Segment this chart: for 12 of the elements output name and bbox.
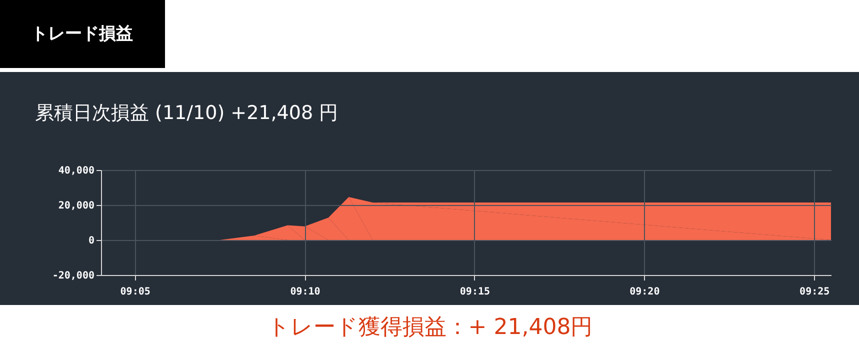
y-tick-label: 0 — [88, 236, 94, 246]
chart-title: トレード損益 — [31, 24, 133, 44]
x-tick-label: 09:15 — [460, 286, 490, 298]
x-tick-label: 09:10 — [290, 286, 320, 298]
y-tick-label: 20,000 — [58, 200, 94, 212]
text: トレード獲得損益：+ 21,408円 — [267, 315, 593, 340]
x-tick-label: 09:25 — [800, 286, 830, 298]
chart-subtitle: 累積日次損益 (11/10) +21,408 円 — [35, 102, 338, 124]
y-tick-label: 40,000 — [58, 166, 94, 176]
y-tick-label: -20,000 — [52, 270, 94, 282]
x-tick-label: 09:05 — [120, 286, 150, 298]
x-tick-label: 09:20 — [630, 286, 660, 298]
